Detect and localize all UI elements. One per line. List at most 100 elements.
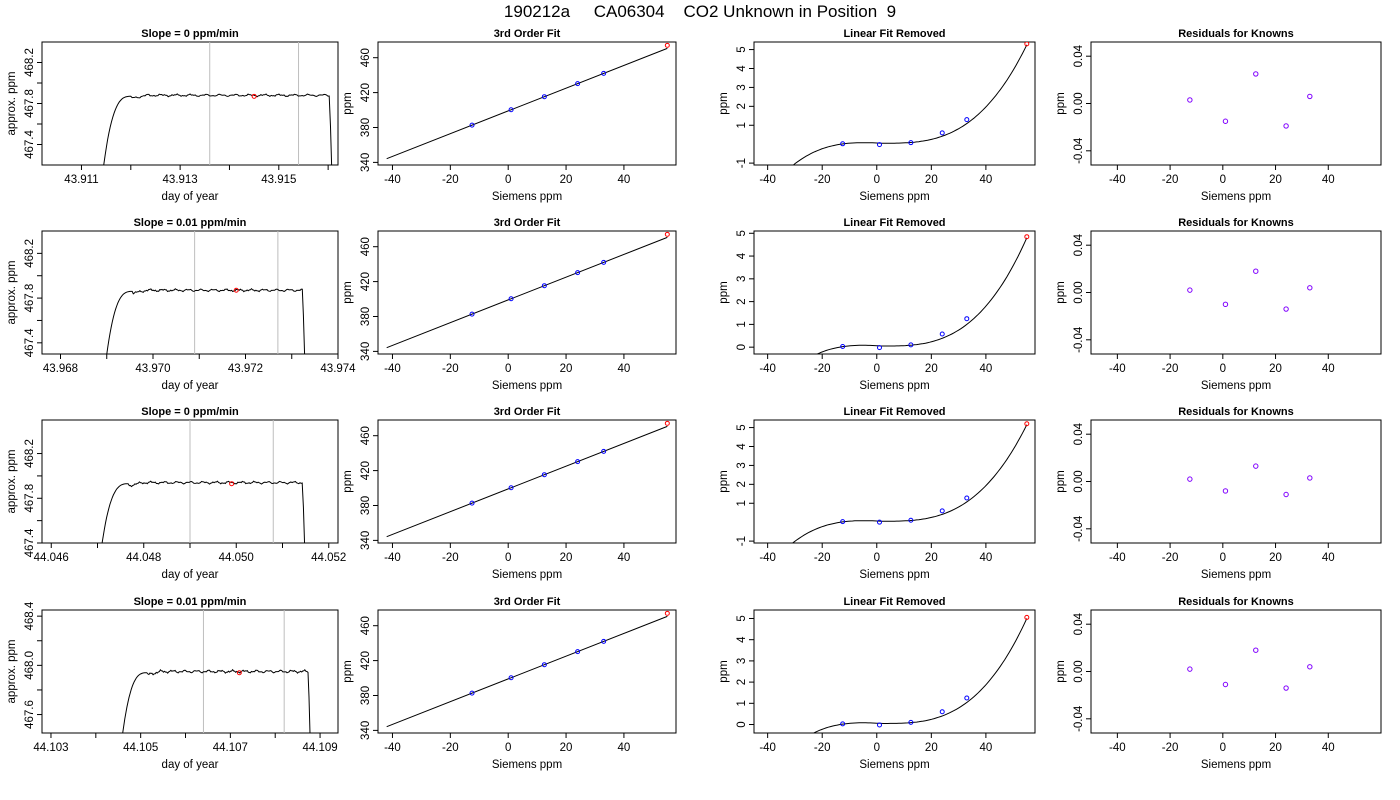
plot-area xyxy=(101,420,306,543)
y-tick-label: 460 xyxy=(360,616,372,635)
known-standard-point xyxy=(508,675,514,681)
residual-point xyxy=(1253,71,1259,77)
unknown-point xyxy=(664,231,670,237)
unknown-mean-point xyxy=(236,670,242,676)
plot-area xyxy=(386,420,670,538)
residual-curve xyxy=(816,237,1028,354)
y-tick-label: 340 xyxy=(360,721,372,740)
y-axis-label: ppm xyxy=(342,470,354,492)
plot-frame xyxy=(1090,419,1382,544)
y-tick-label: 4 xyxy=(736,636,748,643)
panel-r3-fit: 3rd Order Fit -40 -20 0 20 40 340 380 420 460 Siem… xyxy=(342,406,677,581)
x-tick-label: 43.915 xyxy=(261,174,296,186)
residual-point xyxy=(1253,463,1259,469)
x-tick-label: -20 xyxy=(1162,363,1179,375)
y-tick-label: 468.4 xyxy=(24,601,36,630)
x-axis-label: Siemens ppm xyxy=(859,569,929,581)
known-standard-point xyxy=(840,141,846,147)
y-tick-label: 460 xyxy=(360,426,372,445)
y-tick-label: -1 xyxy=(736,536,748,546)
residual-point xyxy=(1222,118,1229,124)
y-axis-label: ppm xyxy=(718,660,730,682)
x-tick-label: 20 xyxy=(1269,552,1282,564)
x-tick-label: 43.972 xyxy=(228,363,263,375)
panel-title: 3rd Order Fit xyxy=(494,596,561,608)
x-tick-label: 44.052 xyxy=(311,552,346,564)
plot-frame xyxy=(377,41,677,166)
y-tick-label: 467.8 xyxy=(24,89,36,118)
known-standard-point xyxy=(939,331,945,337)
y-tick-label: 3 xyxy=(736,462,748,468)
y-tick-label: 460 xyxy=(360,237,372,256)
y-tick-label: 340 xyxy=(360,531,372,550)
x-tick-label: -20 xyxy=(814,363,831,375)
residual-point xyxy=(1283,306,1289,312)
plot-area xyxy=(106,231,306,354)
y-axis-label: approx. ppm xyxy=(6,261,18,325)
x-tick-label: 0 xyxy=(874,742,880,754)
y-tick-label: 340 xyxy=(360,153,372,172)
x-tick-label: -20 xyxy=(442,742,459,754)
known-standard-point xyxy=(964,695,970,701)
y-tick-label: -0.04 xyxy=(1073,705,1085,732)
y-axis-label: approx. ppm xyxy=(6,640,18,704)
x-axis-label: day of year xyxy=(162,569,219,581)
known-standard-point xyxy=(876,142,882,148)
known-standard-point xyxy=(876,722,882,728)
x-tick-label: -20 xyxy=(442,363,459,375)
x-tick-label: 40 xyxy=(1322,363,1335,375)
y-tick-label: 0.00 xyxy=(1073,92,1085,114)
fit-curve xyxy=(386,425,668,538)
panel-r1-trace: Slope = 0 ppm/min 43.911 43.913 43.915 467.4… xyxy=(6,28,339,203)
known-standard-point xyxy=(469,690,475,696)
x-axis-label: day of year xyxy=(162,380,219,392)
x-tick-label: 44.050 xyxy=(219,552,254,564)
plot-frame xyxy=(1090,41,1382,166)
x-tick-label: 20 xyxy=(925,742,938,754)
raw-co2-trace xyxy=(101,480,306,543)
known-standard-point xyxy=(908,517,914,523)
known-standard-point xyxy=(939,508,945,514)
x-tick-label: -20 xyxy=(442,552,459,564)
x-tick-label: 40 xyxy=(1322,552,1335,564)
unknown-point xyxy=(664,42,670,48)
panel-title: 3rd Order Fit xyxy=(494,217,561,229)
x-tick-label: 44.046 xyxy=(34,552,69,564)
plot-area xyxy=(1187,268,1313,312)
x-tick-label: -40 xyxy=(759,552,776,564)
x-tick-label: -40 xyxy=(1109,363,1126,375)
unknown-point xyxy=(1024,614,1030,620)
y-tick-label: 0.04 xyxy=(1073,612,1085,635)
x-axis-label: Siemens ppm xyxy=(1201,759,1271,771)
y-tick-label: 3 xyxy=(736,276,748,282)
plot-area xyxy=(792,42,1030,165)
known-standard-point xyxy=(508,107,514,113)
known-standard-point xyxy=(541,662,547,668)
y-tick-label: 468.2 xyxy=(24,439,36,468)
y-axis-label: approx. ppm xyxy=(6,450,18,514)
y-tick-label: 467.8 xyxy=(24,284,36,313)
x-axis-label: Siemens ppm xyxy=(1201,380,1271,392)
y-tick-label: -0.04 xyxy=(1073,515,1085,542)
y-axis-label: ppm xyxy=(1055,281,1067,303)
x-axis-label: Siemens ppm xyxy=(492,569,562,581)
panel-r1-fit: 3rd Order Fit -40 -20 0 20 40 340 380 420 460 Siem… xyxy=(342,28,677,203)
residual-point xyxy=(1283,123,1289,129)
panel-r4-resid: Residuals for Knowns -40 -20 0 20 40 -0.04 0.00… xyxy=(1055,596,1382,771)
x-tick-label: 20 xyxy=(1269,174,1282,186)
y-axis-label: ppm xyxy=(1055,92,1067,114)
y-axis-label: ppm xyxy=(1055,470,1067,492)
plot-area xyxy=(1187,463,1313,498)
x-tick-label: -20 xyxy=(1162,742,1179,754)
x-tick-label: 20 xyxy=(560,363,573,375)
x-tick-label: -40 xyxy=(384,552,401,564)
y-tick-label: 2 xyxy=(736,103,748,109)
x-tick-label: -40 xyxy=(759,174,776,186)
y-tick-label: 467.4 xyxy=(24,130,36,159)
residual-point xyxy=(1222,488,1229,494)
plot-frame xyxy=(377,419,677,544)
panel-title: 3rd Order Fit xyxy=(494,28,561,40)
x-axis-label: Siemens ppm xyxy=(859,191,929,203)
plot-frame xyxy=(377,609,677,734)
y-tick-label: 4 xyxy=(736,443,748,450)
